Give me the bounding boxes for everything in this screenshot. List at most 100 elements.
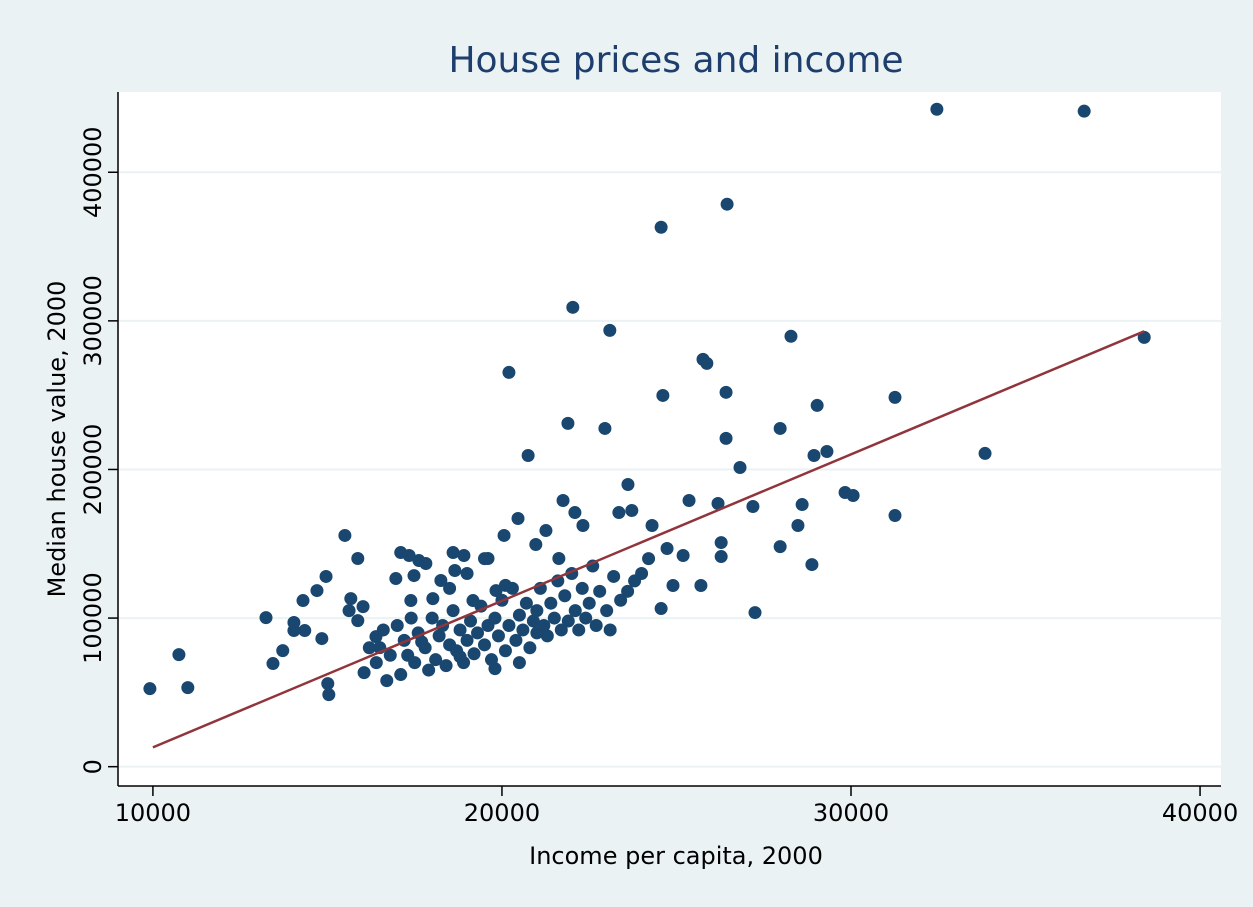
data-point (498, 644, 512, 658)
data-point (603, 623, 617, 637)
data-point (784, 329, 798, 343)
data-point (888, 390, 902, 404)
data-point (554, 623, 568, 637)
data-point (645, 518, 659, 532)
data-point (143, 682, 157, 696)
data-point (719, 431, 733, 445)
data-point (795, 498, 809, 512)
data-point (682, 494, 696, 508)
data-point (582, 596, 596, 610)
data-point (419, 557, 433, 571)
data-point (714, 536, 728, 550)
data-point (310, 584, 324, 598)
data-point (322, 688, 336, 702)
data-point (558, 589, 572, 603)
data-point (593, 584, 607, 598)
data-point (502, 619, 516, 633)
data-point (181, 681, 195, 695)
chart-title: House prices and income (448, 40, 903, 81)
data-point (719, 385, 733, 399)
x-tick-label: 40000 (1162, 799, 1238, 827)
data-point (319, 569, 333, 583)
data-point (598, 421, 612, 435)
data-point (576, 518, 590, 532)
data-point (746, 499, 760, 513)
data-point (656, 388, 670, 402)
data-point (502, 365, 516, 379)
data-point (676, 549, 690, 563)
data-point (338, 528, 352, 542)
data-point (700, 356, 714, 370)
data-point (1077, 104, 1091, 118)
data-point (351, 614, 365, 628)
data-point (603, 323, 617, 337)
data-point (711, 496, 725, 510)
data-point (625, 503, 639, 517)
x-tick-label: 30000 (813, 799, 889, 827)
y-tick-label: 0 (79, 759, 107, 774)
data-point (547, 611, 561, 625)
data-point (402, 549, 416, 563)
x-tick-label: 20000 (464, 799, 540, 827)
data-point (733, 461, 747, 475)
data-point (425, 611, 439, 625)
data-point (530, 626, 544, 640)
data-point (429, 653, 443, 667)
data-point (805, 558, 819, 572)
data-point (544, 596, 558, 610)
data-point (614, 593, 628, 607)
data-point (276, 644, 290, 658)
data-point (930, 102, 944, 116)
data-point (446, 604, 460, 618)
data-point (342, 604, 356, 618)
data-point (321, 677, 335, 691)
data-point (383, 648, 397, 662)
data-point (498, 578, 512, 592)
data-point (512, 656, 526, 670)
data-point (390, 619, 404, 633)
data-point (172, 648, 186, 662)
data-point (516, 623, 530, 637)
data-point (296, 594, 310, 608)
data-point (556, 494, 570, 508)
y-tick-label: 300000 (79, 275, 107, 367)
data-point (978, 446, 992, 460)
data-point (259, 611, 273, 625)
data-point (714, 550, 728, 564)
data-point (488, 611, 502, 625)
data-point (600, 604, 614, 618)
data-point (579, 611, 593, 625)
data-point (561, 416, 575, 430)
data-point (266, 657, 280, 671)
data-point (575, 581, 589, 595)
data-point (497, 528, 511, 542)
y-axis-label: Median house value, 2000 (43, 281, 71, 598)
data-point (566, 300, 580, 314)
y-tick-label: 200000 (79, 424, 107, 516)
data-point (478, 638, 492, 652)
data-point (443, 581, 457, 595)
data-point (380, 674, 394, 688)
data-point (530, 604, 544, 618)
data-point (539, 524, 553, 538)
data-point (810, 398, 824, 412)
data-point (439, 659, 453, 673)
data-point (519, 596, 533, 610)
data-point (464, 614, 478, 628)
data-point (607, 569, 621, 583)
data-point (426, 592, 440, 606)
data-point (298, 624, 312, 638)
data-point (460, 633, 474, 647)
data-point (846, 488, 860, 502)
data-point (356, 600, 370, 614)
plot-area (118, 92, 1221, 786)
data-point (478, 552, 492, 566)
data-point (748, 606, 762, 620)
data-point (422, 663, 436, 677)
data-point (404, 611, 418, 625)
data-point (589, 619, 603, 633)
data-point (791, 518, 805, 532)
data-point (344, 592, 358, 606)
data-point (453, 623, 467, 637)
data-point (642, 552, 656, 566)
